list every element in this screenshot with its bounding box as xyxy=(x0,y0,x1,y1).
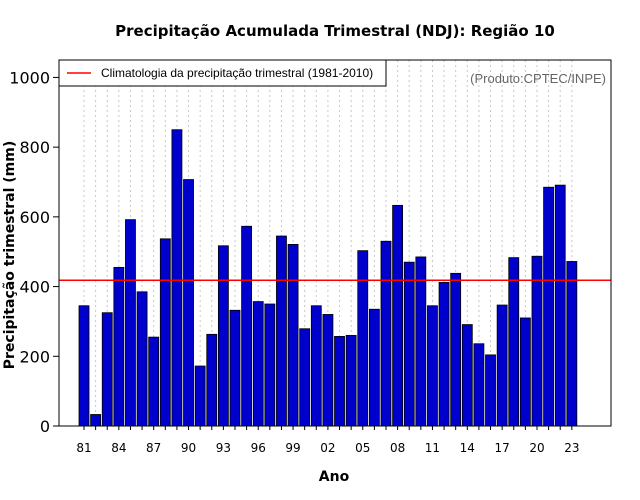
legend-label: Climatologia da precipitação trimestral … xyxy=(101,66,373,80)
x-tick-label: 90 xyxy=(181,441,196,455)
bar-98 xyxy=(276,235,287,427)
y-tick-label: 600 xyxy=(19,208,50,227)
x-tick-label: 81 xyxy=(76,441,91,455)
x-tick-label: 05 xyxy=(355,441,370,455)
bar-02 xyxy=(322,314,334,427)
bar-18 xyxy=(508,257,520,427)
bar-16 xyxy=(485,354,496,427)
bar-20 xyxy=(531,255,543,427)
bar-19 xyxy=(519,317,531,427)
legend: Climatologia da precipitação trimestral … xyxy=(58,59,387,87)
bars xyxy=(78,129,578,427)
bar-13 xyxy=(450,272,462,427)
bar-96 xyxy=(252,301,264,427)
y-tick-label: 800 xyxy=(19,138,50,157)
bar-09 xyxy=(403,261,415,427)
bar-88 xyxy=(159,238,171,427)
x-tick-label: 96 xyxy=(251,441,266,455)
x-tick-label: 87 xyxy=(146,441,161,455)
bar-22 xyxy=(554,184,566,427)
bar-10 xyxy=(415,256,427,427)
x-tick-label: 84 xyxy=(111,441,126,455)
x-tick-label: 08 xyxy=(390,441,405,455)
x-axis: 81 84 87 90 93 96 99 02 05 08 11 14 17 20 23 xyxy=(76,426,579,455)
x-tick-label: 99 xyxy=(285,441,300,455)
bar-21 xyxy=(543,186,554,427)
bar-91 xyxy=(194,365,206,427)
bar-11 xyxy=(427,305,438,427)
bar-08 xyxy=(392,204,404,427)
y-axis: 0 200 400 600 800 1000 xyxy=(9,68,59,436)
bar-99 xyxy=(287,243,299,427)
y-axis-label: Precipitação trimestral (mm) xyxy=(2,141,18,369)
x-tick-label: 20 xyxy=(529,441,544,455)
x-tick-label: 23 xyxy=(564,441,579,455)
x-tick-label: 11 xyxy=(425,441,440,455)
bar-01 xyxy=(310,305,322,427)
x-tick-label: 17 xyxy=(494,441,509,455)
bar-12 xyxy=(438,281,450,427)
bar-83 xyxy=(101,312,113,427)
bar-17 xyxy=(496,304,508,427)
bar-81 xyxy=(78,305,90,427)
bar-87 xyxy=(148,336,160,427)
bar-86 xyxy=(136,291,148,427)
bar-85 xyxy=(125,219,136,427)
bar-03 xyxy=(334,336,345,427)
bar-95 xyxy=(241,225,253,427)
bar-15 xyxy=(473,343,485,427)
bar-82 xyxy=(90,414,102,427)
bar-90 xyxy=(183,179,194,427)
bar-00 xyxy=(299,328,311,427)
x-tick-label: 93 xyxy=(216,441,231,455)
bar-14 xyxy=(461,324,473,427)
bar-23 xyxy=(566,261,578,427)
bar-89 xyxy=(171,129,183,427)
y-tick-label: 200 xyxy=(19,347,50,366)
y-tick-label: 1000 xyxy=(9,68,50,87)
bar-05 xyxy=(357,250,369,427)
bar-84 xyxy=(113,266,125,427)
bar-07 xyxy=(380,240,392,427)
credit-text: (Produto:CPTEC/INPE) xyxy=(470,71,606,86)
legend-box xyxy=(58,59,387,87)
bar-94 xyxy=(229,309,241,427)
bar-04 xyxy=(345,334,357,427)
y-tick-label: 0 xyxy=(40,417,50,436)
chart-title: Precipitação Acumulada Trimestral (NDJ):… xyxy=(115,22,555,40)
bar-93 xyxy=(217,245,229,427)
bar-92 xyxy=(206,333,218,427)
x-tick-label: 14 xyxy=(460,441,475,455)
bar-06 xyxy=(368,308,380,427)
y-tick-label: 400 xyxy=(19,278,50,297)
x-axis-label: Ano xyxy=(319,469,350,485)
x-tick-label: 02 xyxy=(320,441,335,455)
bar-97 xyxy=(264,303,276,427)
